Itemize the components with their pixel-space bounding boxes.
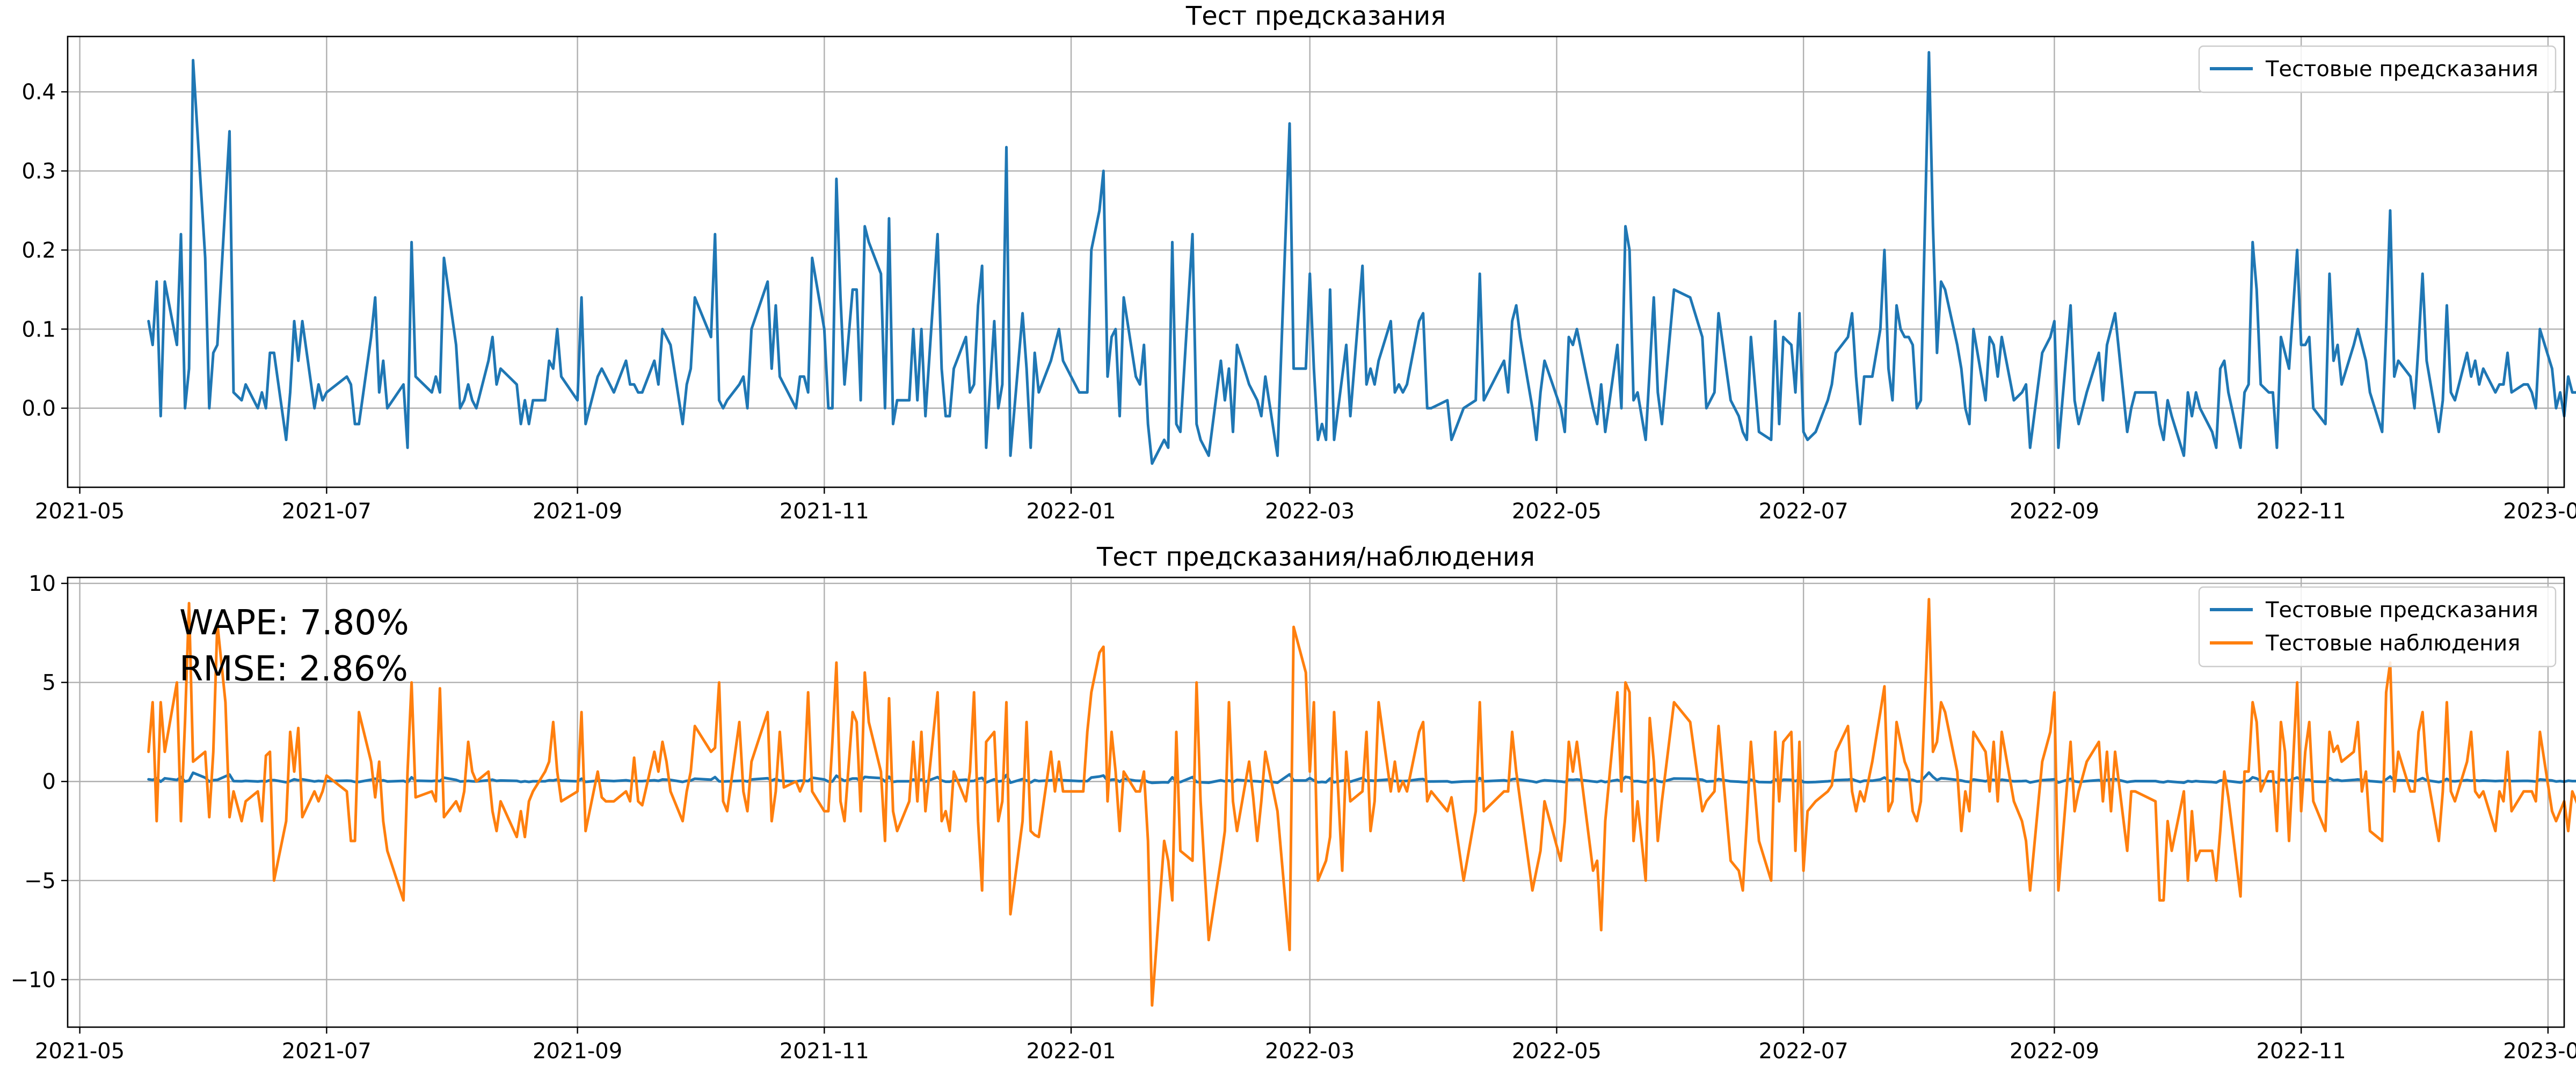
- bottom-x-tick-label: 2022-01: [1026, 1039, 1116, 1064]
- bottom-chart-title: Тест предсказания/наблюдения: [1096, 542, 1535, 572]
- bottom-x-tick-label: 2022-07: [1759, 1039, 1849, 1064]
- bottom-legend-label-0: Тестовые предсказания: [2265, 598, 2538, 623]
- rmse-annotation: RMSE: 2.86%: [179, 649, 408, 689]
- top-x-tick-label: 2022-05: [1512, 499, 1602, 524]
- top-x-tick-label: 2021-11: [780, 499, 869, 524]
- top-x-tick-label: 2022-09: [2010, 499, 2099, 524]
- bottom-y-tick-label: 10: [28, 572, 56, 596]
- top-chart-axes-frame: [67, 35, 2565, 488]
- bottom-x-tick-label: 2022-03: [1265, 1039, 1355, 1064]
- top-x-tick-label: 2022-03: [1265, 499, 1355, 524]
- top-x-tick-label: 2021-09: [533, 499, 622, 524]
- bottom-chart-axes-frame: [67, 576, 2565, 1028]
- bottom-y-tick-label: −10: [11, 968, 56, 992]
- top-y-tick-label: 0.4: [21, 80, 56, 105]
- top-x-tick-label: 2021-05: [35, 499, 125, 524]
- bottom-x-tick-label: 2021-11: [780, 1039, 869, 1064]
- bottom-chart-series: [147, 598, 2576, 1007]
- bottom-x-tick-label: 2022-09: [2010, 1039, 2099, 1064]
- top-chart-series: [147, 51, 2576, 465]
- top-x-tick-label: 2021-07: [282, 499, 372, 524]
- top-y-tick-label: 0.2: [21, 238, 56, 263]
- top-x-tick-label: 2022-11: [2257, 499, 2346, 524]
- bottom-y-tick-label: −5: [24, 869, 56, 894]
- bottom-chart-ticks: 2021-05 2021-07 2021-09 2021-11 2022-01 2022-…: [11, 572, 2576, 1064]
- bottom-chart-panel: 2021-05 2021-07 2021-09 2021-11 2022-01 2022-…: [11, 542, 2576, 1064]
- bottom-legend-label-1: Тестовые наблюдения: [2265, 631, 2520, 656]
- bottom-x-tick-label: 2023-01: [2503, 1039, 2576, 1064]
- bottom-x-tick-label: 2022-11: [2257, 1039, 2346, 1064]
- top-x-tick-label: 2022-07: [1759, 499, 1849, 524]
- top-y-tick-label: 0.0: [21, 397, 56, 421]
- wape-annotation: WAPE: 7.80%: [179, 603, 409, 643]
- top-chart-panel: 2021-05 2021-07 2021-09 2021-11 2022-01 2022-…: [21, 1, 2576, 524]
- bottom-y-tick-label: 0: [42, 770, 56, 794]
- top-x-tick-label: 2023-01: [2503, 499, 2576, 524]
- bottom-series-line-1: [147, 598, 2576, 1007]
- bottom-x-tick-label: 2021-07: [282, 1039, 372, 1064]
- top-legend-box: [2198, 45, 2557, 93]
- top-y-tick-label: 0.3: [21, 159, 56, 184]
- bottom-x-tick-label: 2021-09: [533, 1039, 622, 1064]
- top-chart-title: Тест предсказания: [1185, 1, 1446, 31]
- top-x-tick-label: 2022-01: [1026, 499, 1116, 524]
- bottom-y-tick-label: 5: [42, 671, 56, 695]
- bottom-x-tick-label: 2021-05: [35, 1039, 125, 1064]
- top-chart-legend: Тестовые предсказания: [2198, 45, 2557, 93]
- bottom-legend-box: [2198, 586, 2557, 668]
- bottom-x-tick-label: 2022-05: [1512, 1039, 1602, 1064]
- top-legend-label-0: Тестовые предсказания: [2265, 57, 2538, 82]
- bottom-chart-legend: Тестовые предсказания Тестовые наблюдения: [2198, 586, 2557, 668]
- top-chart-ticks: 2021-05 2021-07 2021-09 2021-11 2022-01 2022-…: [21, 80, 2576, 524]
- top-chart-grid: [68, 36, 2564, 487]
- top-series-line-0: [147, 51, 2576, 465]
- top-y-tick-label: 0.1: [21, 317, 56, 342]
